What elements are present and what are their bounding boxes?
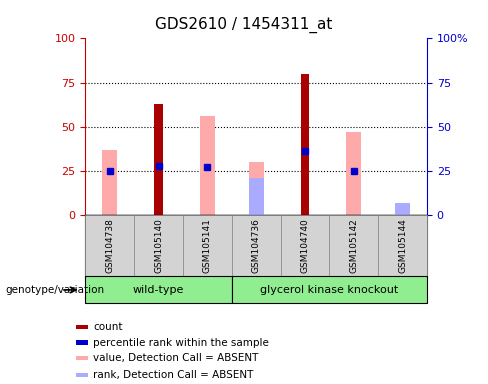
Bar bbox=[249, 178, 264, 215]
Bar bbox=[76, 356, 88, 361]
Text: genotype/variation: genotype/variation bbox=[5, 285, 104, 295]
Text: GSM104740: GSM104740 bbox=[301, 218, 309, 273]
Bar bbox=[249, 162, 264, 215]
Text: rank, Detection Call = ABSENT: rank, Detection Call = ABSENT bbox=[93, 370, 254, 380]
Text: GDS2610 / 1454311_at: GDS2610 / 1454311_at bbox=[155, 17, 333, 33]
Bar bbox=[378, 215, 427, 276]
Bar bbox=[85, 215, 134, 276]
Bar bbox=[329, 215, 378, 276]
Text: GSM105144: GSM105144 bbox=[398, 218, 407, 273]
Text: GSM104738: GSM104738 bbox=[105, 218, 114, 273]
Text: glycerol kinase knockout: glycerol kinase knockout bbox=[260, 285, 399, 295]
Bar bbox=[183, 215, 232, 276]
Bar bbox=[395, 203, 410, 215]
Bar bbox=[232, 215, 281, 276]
Text: wild-type: wild-type bbox=[133, 285, 184, 295]
Bar bbox=[76, 373, 88, 377]
Bar bbox=[301, 74, 309, 215]
Bar bbox=[102, 150, 117, 215]
Bar bbox=[76, 325, 88, 329]
Bar bbox=[281, 215, 329, 276]
Bar bbox=[346, 132, 361, 215]
Text: count: count bbox=[93, 322, 122, 332]
Text: percentile rank within the sample: percentile rank within the sample bbox=[93, 338, 269, 348]
Bar bbox=[85, 276, 232, 303]
Text: GSM105142: GSM105142 bbox=[349, 218, 358, 273]
Bar bbox=[200, 116, 215, 215]
Text: value, Detection Call = ABSENT: value, Detection Call = ABSENT bbox=[93, 353, 259, 363]
Bar bbox=[76, 341, 88, 344]
Bar bbox=[134, 215, 183, 276]
Bar bbox=[232, 276, 427, 303]
Text: GSM105141: GSM105141 bbox=[203, 218, 212, 273]
Bar bbox=[154, 104, 163, 215]
Text: GSM105140: GSM105140 bbox=[154, 218, 163, 273]
Text: GSM104736: GSM104736 bbox=[252, 218, 261, 273]
